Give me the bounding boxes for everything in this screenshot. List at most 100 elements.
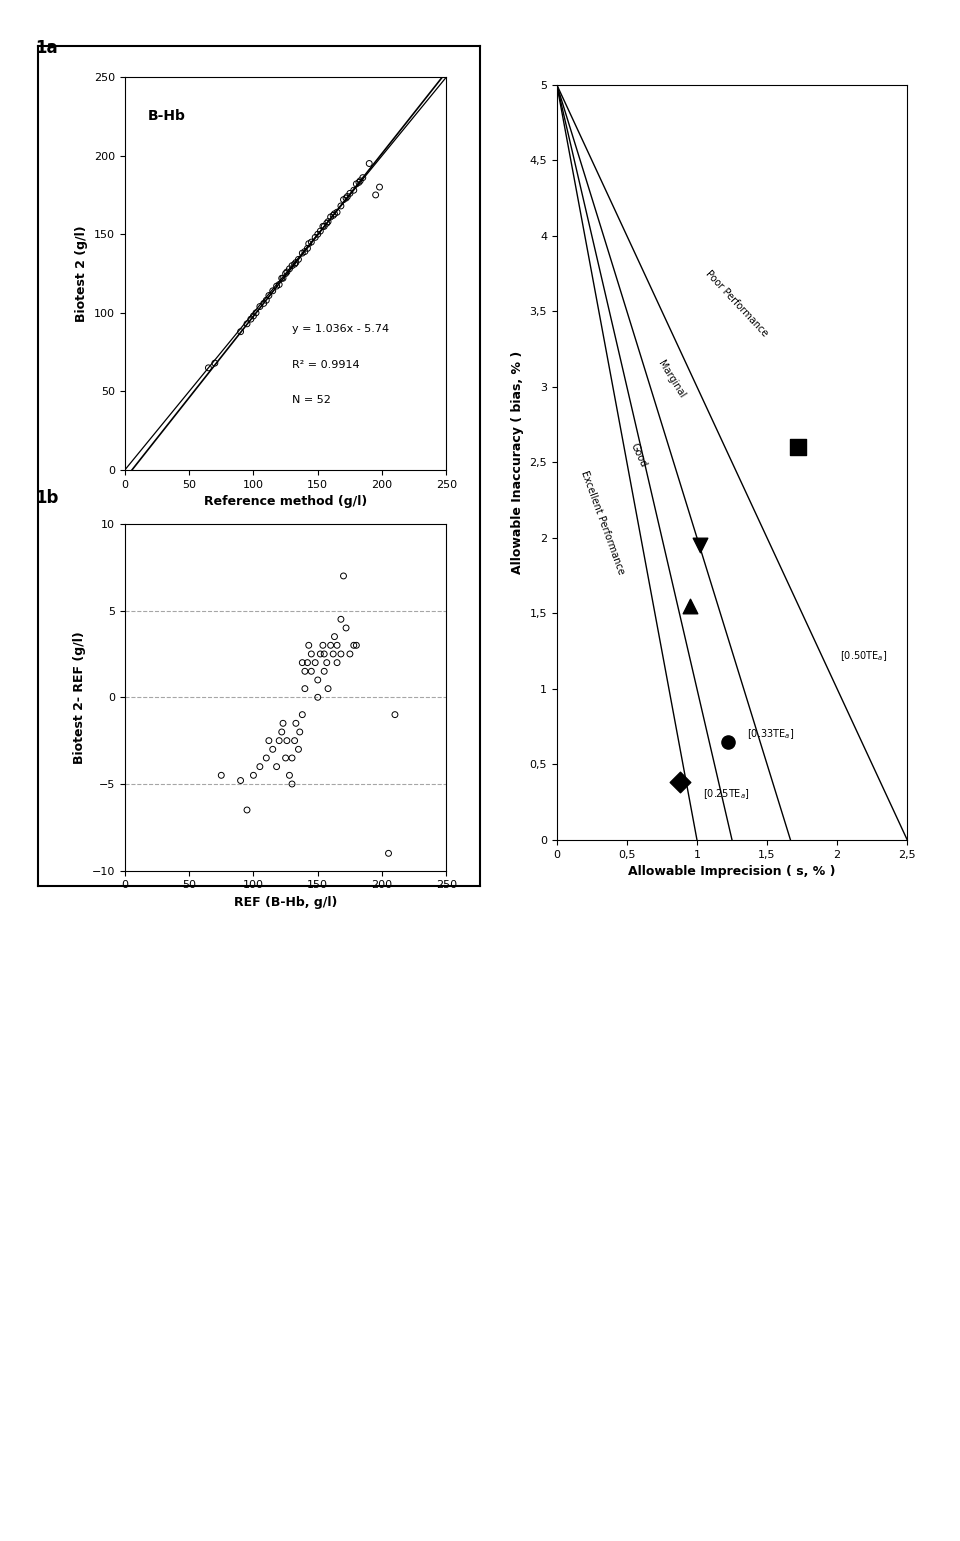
Point (284, 253, 300, 277)
Point (321, 676, 336, 701)
Point (313, 219, 328, 243)
Point (340, 185, 355, 210)
Point (258, 288, 274, 313)
Point (329, 633, 345, 658)
Point (291, 247, 306, 271)
Point (239, 798, 254, 823)
Point (298, 676, 313, 701)
Point (246, 304, 261, 328)
Point (333, 607, 348, 632)
Point (249, 300, 264, 325)
Point (317, 660, 332, 684)
Point (362, 151, 377, 176)
Point (276, 710, 291, 735)
Point (313, 641, 328, 666)
Point (315, 633, 330, 658)
Point (261, 729, 276, 754)
Point (214, 763, 229, 787)
Point (790, 435, 805, 459)
Point (301, 231, 317, 256)
Point (265, 737, 280, 761)
Point (323, 633, 338, 658)
Point (288, 710, 303, 735)
Point (298, 239, 313, 264)
Point (307, 225, 323, 250)
Point (282, 763, 298, 787)
Text: Excellent Performance: Excellent Performance (580, 470, 627, 576)
Point (352, 168, 368, 193)
Text: R² = 0.9914: R² = 0.9914 (292, 361, 360, 370)
Point (298, 660, 313, 684)
Point (343, 641, 358, 666)
Point (252, 294, 268, 319)
Point (284, 772, 300, 797)
Point (291, 737, 306, 761)
Point (315, 214, 330, 239)
X-axis label: Reference method (g/l): Reference method (g/l) (204, 495, 368, 509)
Point (351, 170, 367, 194)
Point (207, 351, 223, 376)
Point (265, 279, 280, 304)
Point (256, 291, 272, 316)
Point (310, 222, 325, 247)
Point (282, 256, 298, 280)
Point (319, 650, 334, 675)
Point (274, 267, 289, 291)
Point (246, 763, 261, 787)
Point (295, 650, 310, 675)
Point (338, 615, 353, 641)
Point (300, 650, 315, 675)
Text: N = 52: N = 52 (292, 394, 331, 405)
Point (347, 633, 362, 658)
Point (333, 641, 348, 666)
Point (303, 641, 319, 666)
Point (261, 284, 276, 308)
Point (720, 729, 735, 754)
Point (288, 250, 303, 274)
Text: [0.25TE$_a$]: [0.25TE$_a$] (703, 787, 750, 801)
X-axis label: REF (B-Hb, g/l): REF (B-Hb, g/l) (234, 895, 337, 909)
Text: Marginal: Marginal (657, 359, 687, 399)
Point (310, 684, 325, 709)
Point (325, 641, 341, 666)
Point (310, 667, 325, 692)
Text: Poor Performance: Poor Performance (703, 268, 769, 339)
Point (279, 259, 295, 284)
Point (279, 729, 295, 754)
Point (326, 624, 342, 649)
Point (343, 180, 358, 205)
Point (348, 633, 364, 658)
Point (276, 267, 291, 291)
Point (284, 746, 300, 770)
Point (303, 660, 319, 684)
Text: B-Hb: B-Hb (147, 109, 185, 123)
Point (326, 202, 342, 227)
Text: 1b: 1b (35, 488, 59, 507)
Y-axis label: Allowable Inaccuracy ( bias, % ): Allowable Inaccuracy ( bias, % ) (511, 351, 524, 573)
Point (201, 356, 216, 381)
Point (338, 186, 353, 211)
Point (368, 183, 383, 208)
Point (355, 165, 371, 190)
Text: [0.50TE$_a$]: [0.50TE$_a$] (840, 649, 887, 663)
Y-axis label: Biotest 2 (g/l): Biotest 2 (g/l) (76, 225, 88, 322)
Point (272, 729, 287, 754)
Point (269, 755, 284, 780)
Point (329, 650, 345, 675)
Point (278, 746, 294, 770)
Point (321, 210, 336, 234)
Point (317, 214, 332, 239)
Point (336, 188, 351, 213)
Point (252, 755, 268, 780)
Point (317, 641, 332, 666)
Point (387, 703, 402, 727)
Point (303, 230, 319, 254)
Text: 1a: 1a (35, 40, 58, 57)
Y-axis label: Biotest 2- REF (g/l): Biotest 2- REF (g/l) (73, 630, 86, 764)
Point (329, 200, 345, 225)
Text: y = 1.036x - 5.74: y = 1.036x - 5.74 (292, 325, 389, 334)
X-axis label: Allowable Imprecision ( s, % ): Allowable Imprecision ( s, % ) (628, 865, 836, 878)
Text: Good: Good (628, 441, 648, 468)
Point (239, 311, 254, 336)
Point (243, 307, 258, 331)
